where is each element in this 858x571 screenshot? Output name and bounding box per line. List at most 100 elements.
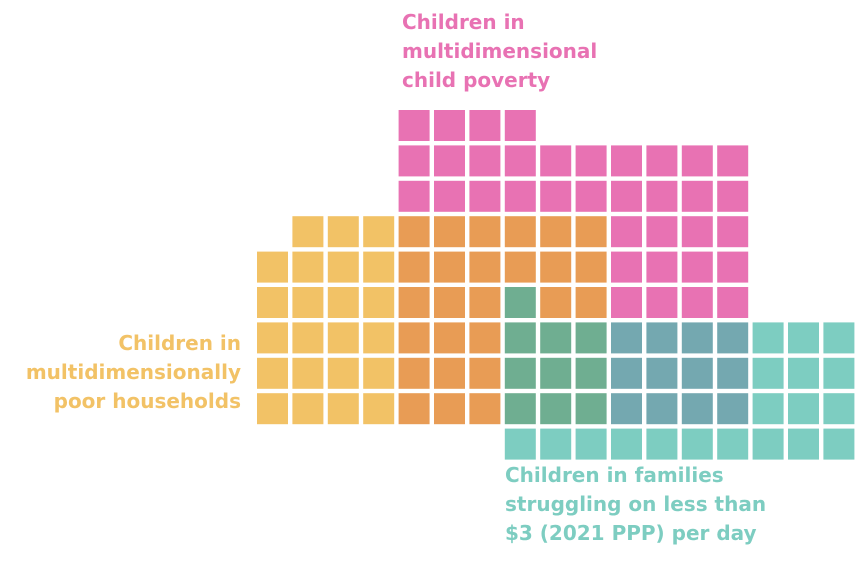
waffle-cell	[504, 322, 536, 354]
waffle-cell	[540, 287, 572, 318]
label-line: poor households	[53, 389, 241, 413]
waffle-cell	[327, 287, 359, 318]
waffle-cell	[752, 322, 784, 354]
waffle-cell	[292, 357, 324, 389]
waffle-cell	[327, 216, 359, 248]
waffle-cell	[398, 251, 430, 283]
waffle-cell	[434, 110, 465, 141]
waffle-cell	[327, 322, 359, 354]
label-monetary-poverty: Children in families struggling on less …	[505, 461, 766, 548]
label-line: Children in	[402, 10, 525, 34]
waffle-cell	[327, 251, 359, 283]
waffle-cell	[504, 180, 536, 212]
waffle-cell	[717, 251, 749, 283]
waffle-cell	[469, 216, 501, 248]
waffle-cell	[434, 145, 465, 177]
waffle-cell	[363, 287, 395, 318]
waffle-cell	[434, 393, 465, 425]
waffle-cell	[469, 180, 501, 212]
waffle-cell	[575, 180, 607, 212]
waffle-cell	[646, 180, 678, 212]
waffle-cell	[611, 393, 642, 425]
waffle-cell	[469, 110, 501, 141]
waffle-cell	[646, 251, 678, 283]
waffle-cell	[257, 322, 288, 354]
waffle-cell	[681, 322, 713, 354]
label-line: child poverty	[402, 68, 551, 92]
waffle-cell	[788, 322, 819, 354]
waffle-cell	[575, 216, 607, 248]
waffle-cell	[540, 393, 572, 425]
waffle-cell	[292, 251, 324, 283]
waffle-cell	[398, 322, 430, 354]
waffle-cell	[681, 180, 713, 212]
waffle-cell	[540, 251, 572, 283]
waffle-cell	[398, 216, 430, 248]
waffle-cell	[398, 287, 430, 318]
waffle-cell	[575, 393, 607, 425]
waffle-cell	[575, 145, 607, 177]
waffle-cell	[575, 287, 607, 318]
waffle-cell	[717, 145, 749, 177]
waffle-cell	[363, 322, 395, 354]
waffle-cell	[504, 357, 536, 389]
waffle-cell	[398, 180, 430, 212]
waffle-cell	[257, 393, 288, 425]
waffle-cell	[681, 287, 713, 318]
waffle-cell	[752, 357, 784, 389]
waffle-cell	[540, 357, 572, 389]
waffle-cell	[611, 322, 642, 354]
waffle-cell	[681, 428, 713, 460]
waffle-cell	[646, 357, 678, 389]
waffle-cell	[788, 357, 819, 389]
waffle-cell	[504, 287, 536, 318]
waffle-cell	[398, 357, 430, 389]
waffle-cell	[646, 322, 678, 354]
waffle-cell	[646, 428, 678, 460]
waffle-cell	[611, 428, 642, 460]
waffle-cell	[504, 110, 536, 141]
waffle-cell	[611, 357, 642, 389]
label-multidimensional-child-poverty: Children in multidimensional child pover…	[402, 8, 597, 95]
waffle-cell	[788, 428, 819, 460]
waffle-cell	[469, 357, 501, 389]
waffle-cell	[327, 393, 359, 425]
waffle-cell	[611, 216, 642, 248]
label-line: Children in	[118, 331, 241, 355]
waffle-cell	[681, 251, 713, 283]
waffle-cell	[681, 393, 713, 425]
waffle-cell	[540, 180, 572, 212]
waffle-cell	[434, 287, 465, 318]
waffle-cell	[540, 145, 572, 177]
waffle-cell	[823, 357, 855, 389]
waffle-cell	[717, 393, 749, 425]
waffle-cell	[717, 428, 749, 460]
waffle-cell	[611, 145, 642, 177]
waffle-cell	[327, 357, 359, 389]
waffle-cell	[504, 428, 536, 460]
waffle-cell	[646, 393, 678, 425]
waffle-cell	[257, 251, 288, 283]
waffle-cell	[575, 251, 607, 283]
waffle-cell	[434, 180, 465, 212]
waffle-cell	[646, 216, 678, 248]
waffle-cell	[646, 287, 678, 318]
waffle-cell	[292, 393, 324, 425]
waffle-cell	[681, 357, 713, 389]
waffle-cell	[292, 216, 324, 248]
waffle-cell	[504, 145, 536, 177]
waffle-cell	[788, 393, 819, 425]
waffle-cell	[540, 216, 572, 248]
waffle-cell	[717, 180, 749, 212]
waffle-cell	[504, 251, 536, 283]
waffle-cell	[469, 251, 501, 283]
waffle-cell	[575, 357, 607, 389]
waffle-cell	[292, 322, 324, 354]
waffle-cell	[434, 216, 465, 248]
waffle-cell	[681, 145, 713, 177]
waffle-cell	[540, 322, 572, 354]
waffle-cell	[611, 251, 642, 283]
waffle-cell	[363, 357, 395, 389]
waffle-cell	[823, 428, 855, 460]
